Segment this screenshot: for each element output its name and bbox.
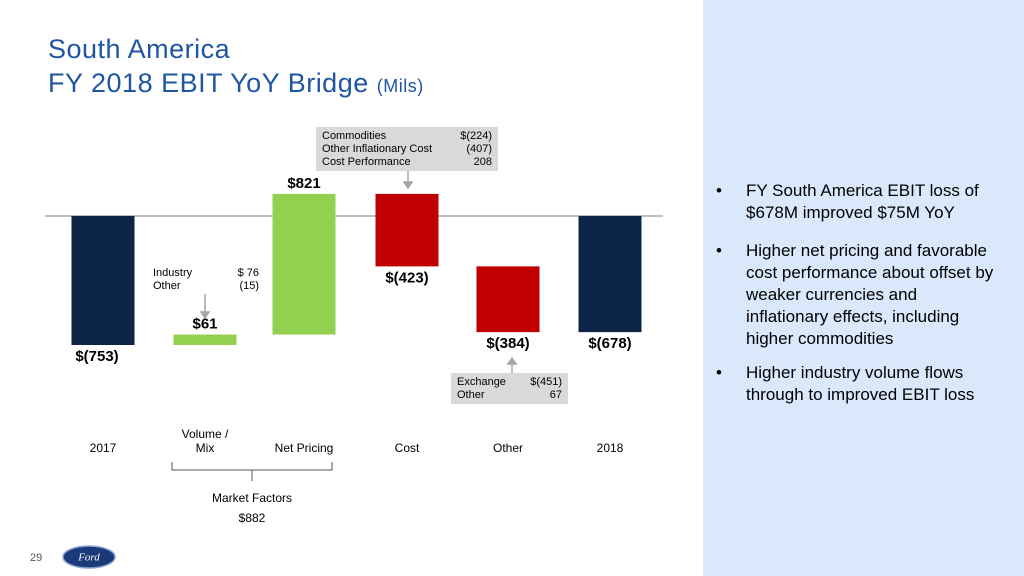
callout-value: $ 76 [237,267,259,279]
bullet: • Higher industry volume flows through to… [716,362,996,406]
arrows [199,171,518,373]
x-tick-label: Net Pricing [274,441,334,455]
value-label: $(423) [385,269,428,286]
side-panel [703,0,1024,576]
callout-label: Other [457,389,485,401]
bullet-symbol: • [716,241,722,260]
callout-value: $(451) [530,376,562,388]
callout-value: $(224) [460,130,492,142]
subtitle-unit: (Mils) [376,76,424,96]
bracket [171,462,333,481]
bullet-text: FY South America EBIT loss of $678M impr… [746,181,979,222]
x-tick-label: 2018 [596,441,624,455]
arrow-head [199,311,211,320]
x-tick-label: Cost [394,441,420,455]
value-label: $61 [192,316,217,333]
callout-row: Other (15) [153,280,259,293]
callout-value: (15) [239,280,259,292]
bar [71,216,135,345]
callout-box: Industry $ 76 Other (15) [147,264,265,294]
callout-row: Industry $ 76 [153,267,259,280]
market-factors-value: $882 [238,511,266,525]
callout-label: Other Inflationary Cost [322,143,433,155]
x-tick-label: Volume / Mix [181,427,229,455]
bullet: • Higher net pricing and favorable cost p… [716,240,996,350]
callout-label: Industry [153,267,193,279]
callout-value: (407) [466,143,492,155]
callout-label: Cost Performance [322,156,411,168]
callout-label: Exchange [457,376,506,388]
subtitle-line: FY 2018 EBIT YoY Bridge (Mils) [48,66,424,103]
logo-text: Ford [77,552,100,564]
subtitle: FY 2018 EBIT YoY Bridge [48,68,369,98]
callout-value: 208 [473,156,492,168]
market-factors: Market Factors $882 [172,488,332,528]
callout-value: 67 [549,389,562,401]
callout-row: Other Inflationary Cost (407) [322,143,492,156]
callout-label: Other [153,280,181,292]
title: South America [48,34,231,64]
x-tick-label: 2017 [89,441,117,455]
market-factors-label: Market Factors [211,491,292,505]
bracket-line [171,462,333,481]
bar [476,266,540,333]
bullet-text: Higher industry volume flows through to … [746,363,975,404]
bullet-symbol: • [716,363,722,382]
callout-row: Exchange $(451) [457,376,562,389]
arrow-head [402,181,414,190]
bar [272,193,336,335]
bar [173,334,237,345]
arrow-head [506,356,518,365]
x-tick-label: Other [492,441,523,455]
page-number: 29 [30,552,43,564]
logo-oval [62,545,116,569]
bullet-text: Higher net pricing and favorable cost pe… [746,241,994,348]
bullet: • FY South America EBIT loss of $678M imp… [716,180,996,224]
value-label: $(753) [75,348,118,365]
callout-label: Commodities [322,130,387,142]
callout-row: Other 67 [457,389,562,402]
bar [578,216,642,333]
value-label: $(384) [486,335,529,352]
value-label: $(678) [588,335,631,352]
callout-row: Cost Performance 208 [322,156,492,169]
bullet-symbol: • [716,181,722,200]
value-label: $821 [287,175,320,192]
callout-box: Commodities $(224) Other Inflationary Cost… [316,127,498,171]
callout-row: Commodities $(224) [322,130,492,143]
bar [375,193,439,267]
callout-box: Exchange $(451) Other 67 [451,373,568,404]
title-block: South America FY 2018 EBIT YoY Bridge (M… [48,32,424,103]
